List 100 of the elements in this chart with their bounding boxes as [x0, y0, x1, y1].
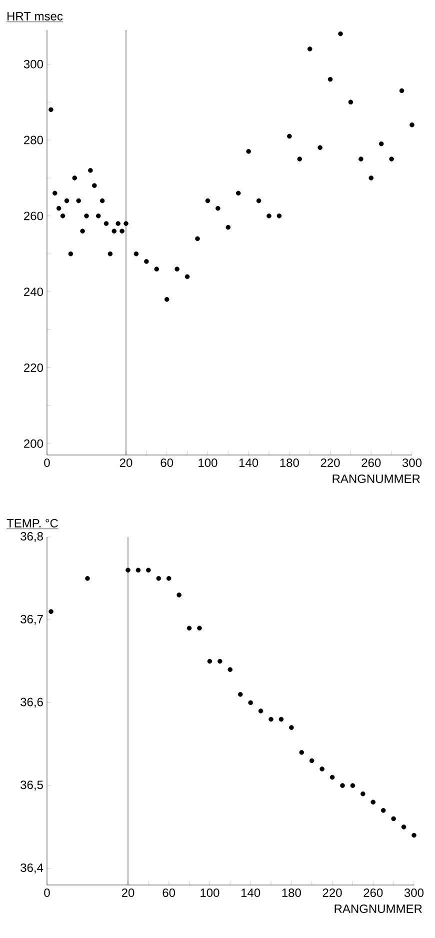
- point: [276, 214, 282, 218]
- y-tick-label: 200: [24, 439, 43, 448]
- point: [48, 107, 54, 112]
- x-tick-label: 220: [322, 888, 342, 898]
- point: [176, 592, 182, 598]
- y-tick-label: 240: [24, 288, 43, 296]
- point: [146, 568, 151, 573]
- x-axis-title: RANGNUMMER: [332, 474, 420, 484]
- point: [350, 783, 356, 788]
- point: [330, 774, 335, 780]
- point: [287, 134, 292, 139]
- point: [248, 700, 253, 706]
- point: [166, 576, 172, 581]
- point: [85, 576, 90, 581]
- point: [246, 149, 251, 154]
- point: [358, 156, 364, 162]
- point: [174, 266, 180, 272]
- y-axis-title: TEMP. °C: [6, 518, 58, 528]
- x-tick-label: 260: [362, 458, 381, 468]
- x-tick-label: 0: [44, 458, 50, 468]
- point: [360, 791, 366, 796]
- point: [320, 766, 324, 772]
- point: [60, 214, 66, 218]
- point: [116, 221, 120, 226]
- point: [268, 716, 274, 722]
- point: [218, 658, 222, 664]
- x-tick-label: 100: [198, 458, 218, 468]
- point: [197, 626, 202, 631]
- point: [164, 297, 170, 302]
- x-axis-title: RANGNUMMER: [334, 904, 422, 914]
- point: [104, 221, 109, 226]
- point: [256, 198, 262, 204]
- x-tick-label: 260: [364, 888, 383, 898]
- point: [100, 198, 105, 204]
- point: [216, 206, 220, 211]
- point: [328, 76, 333, 82]
- x-tick-label: 180: [280, 458, 299, 468]
- point: [108, 251, 113, 256]
- point: [186, 626, 192, 631]
- y-tick-label: 280: [24, 136, 43, 144]
- x-tick-label: 20: [120, 458, 132, 468]
- point: [136, 568, 141, 573]
- point: [380, 808, 386, 813]
- point: [96, 214, 101, 218]
- point: [76, 198, 81, 204]
- point: [338, 31, 343, 36]
- point: [412, 832, 416, 838]
- point: [112, 228, 117, 234]
- y-tick-label: 36,5: [20, 780, 43, 791]
- x-tick-label: 100: [200, 888, 220, 898]
- point: [289, 725, 294, 730]
- x-tick-label: 300: [402, 458, 422, 468]
- point: [207, 658, 212, 664]
- x-tick-label: 140: [239, 458, 258, 468]
- point: [156, 576, 162, 581]
- point: [80, 228, 85, 234]
- point: [154, 266, 160, 272]
- point: [401, 824, 406, 830]
- point: [368, 176, 374, 180]
- point: [297, 156, 302, 162]
- point: [92, 183, 97, 188]
- point: [64, 198, 70, 204]
- y-tick-label: 220: [24, 363, 43, 372]
- y-tick-label: 260: [24, 212, 43, 220]
- point: [228, 667, 233, 672]
- point: [236, 190, 241, 196]
- point: [68, 251, 74, 256]
- point: [309, 758, 314, 764]
- point: [399, 88, 404, 94]
- x-tick-label: 20: [122, 888, 134, 898]
- x-tick-label: 0: [44, 888, 50, 898]
- x-tick-label: 180: [282, 888, 301, 898]
- point: [266, 214, 272, 218]
- y-tick-label: 36,7: [20, 614, 43, 625]
- x-tick-label: 60: [160, 458, 174, 468]
- point: [195, 236, 200, 242]
- point: [72, 176, 78, 180]
- point: [278, 716, 284, 722]
- point: [410, 122, 414, 128]
- point: [258, 708, 264, 714]
- point: [48, 609, 54, 614]
- point: [348, 100, 354, 104]
- point: [144, 259, 149, 264]
- point: [52, 190, 58, 196]
- point: [184, 274, 190, 280]
- point: [226, 224, 231, 230]
- point: [84, 214, 89, 218]
- y-tick-label: 36,8: [20, 532, 43, 542]
- x-tick-label: 300: [404, 888, 424, 898]
- x-tick-label: 60: [162, 888, 176, 898]
- y-tick-label: 36,4: [20, 863, 44, 874]
- point: [299, 750, 304, 755]
- x-tick-label: 140: [241, 888, 260, 898]
- point: [318, 145, 322, 150]
- point: [389, 156, 394, 162]
- point: [205, 198, 210, 204]
- point: [307, 46, 312, 52]
- point: [370, 800, 376, 805]
- point: [56, 206, 62, 211]
- point: [340, 783, 345, 788]
